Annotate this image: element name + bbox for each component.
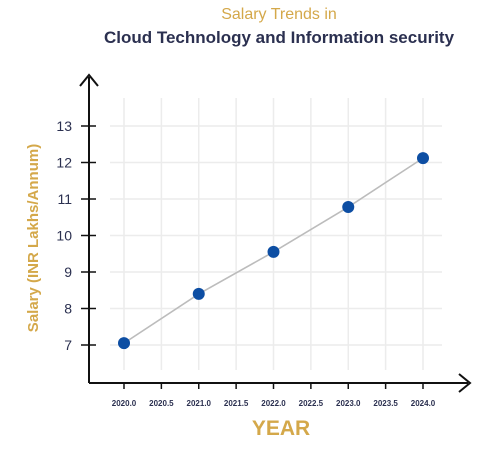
y-axis-arrow <box>79 73 99 87</box>
chart-title: Salary Trends in <box>221 6 337 23</box>
data-point <box>342 201 355 214</box>
x-axis-label: YEAR <box>252 417 310 440</box>
y-tick-label: 9 <box>64 264 72 280</box>
data-point <box>417 152 429 165</box>
grid-lines <box>110 98 442 370</box>
y-axis-ticks: 7 8 9 10 11 12 13 <box>56 118 96 353</box>
x-tick-label: 2024.0 <box>411 399 436 408</box>
data-point <box>192 287 205 300</box>
y-tick-label: 10 <box>56 228 72 244</box>
x-tick-label: 2023.5 <box>373 399 398 408</box>
data-point <box>267 245 280 258</box>
x-tick-label: 2021.0 <box>187 399 212 408</box>
x-tick-label: 2020.5 <box>149 399 174 408</box>
x-tick-label: 2022.5 <box>299 399 324 408</box>
y-tick-label: 11 <box>57 191 72 207</box>
x-axis-arrow <box>458 373 472 393</box>
chart-subtitle: Cloud Technology and Information securit… <box>103 28 455 47</box>
axes <box>79 73 472 393</box>
data-point <box>118 337 130 350</box>
x-axis-ticks: 2020.0 2020.5 2021.0 2021.5 2022.0 2022.5 2023… <box>112 383 436 408</box>
x-tick-label: 2023.0 <box>336 399 361 408</box>
y-tick-label: 12 <box>56 155 72 171</box>
y-tick-label: 7 <box>64 337 72 353</box>
series-group <box>118 152 429 350</box>
x-tick-label: 2020.0 <box>112 399 137 408</box>
y-tick-label: 8 <box>64 301 72 317</box>
x-tick-label: 2022.0 <box>261 399 286 408</box>
x-tick-label: 2021.5 <box>224 399 249 408</box>
y-tick-label: 13 <box>56 118 72 134</box>
y-axis-label: Salary (INR Lakhs/Annum) <box>25 144 42 332</box>
